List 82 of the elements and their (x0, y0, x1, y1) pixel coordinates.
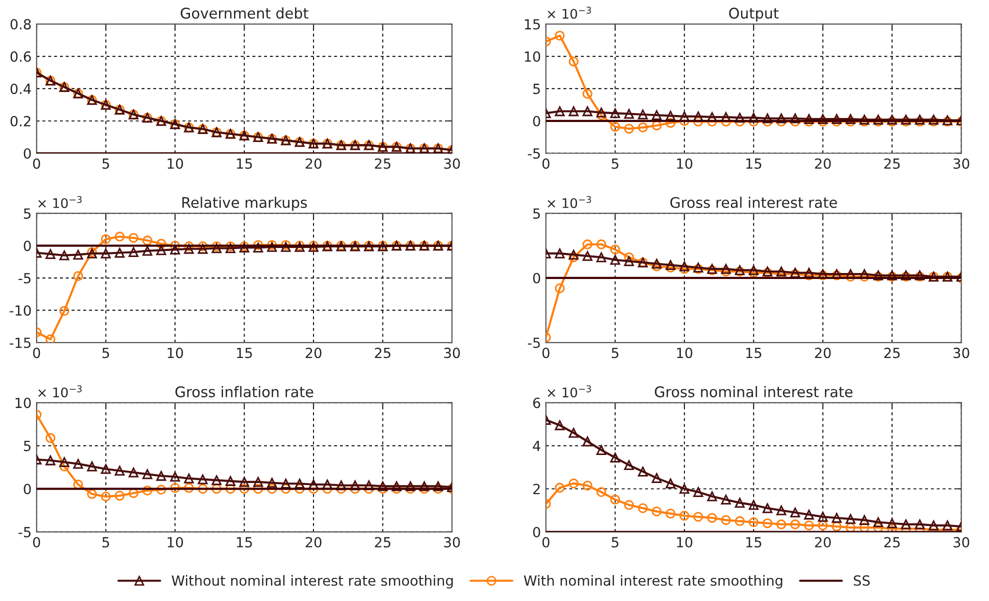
x-tick-label: 20 (815, 348, 831, 358)
x-tick-label: 25 (884, 536, 900, 548)
x-tick-label: 10 (677, 348, 692, 358)
y-tick-label: 10 (524, 51, 540, 62)
x-tick-label: 25 (374, 158, 390, 169)
x-tick-label: 15 (236, 348, 252, 358)
chart-title: Output (729, 8, 779, 22)
x-tick-label: 15 (746, 158, 762, 169)
legend-label: Without nominal interest rate smoothing (172, 575, 453, 588)
y-tick-label: 5 (533, 208, 540, 219)
x-tick-label: 30 (444, 536, 460, 548)
x-tick-label: 30 (954, 348, 970, 358)
y-tick-label: 0.4 (10, 84, 31, 94)
chart-title: Gross inflation rate (175, 386, 314, 398)
x-tick-label: 10 (677, 158, 692, 169)
y-tick-label: -5 (18, 273, 31, 284)
x-tick-label: 15 (746, 537, 762, 548)
x-tick-label: 0 (33, 158, 40, 169)
y-tick-label: 0.2 (10, 116, 30, 126)
x-tick-label: 10 (168, 158, 183, 169)
x-tick-label: 30 (954, 536, 970, 548)
y-tick-label: -5 (18, 527, 31, 538)
y-tick-label: 4 (532, 440, 540, 452)
x-tick-label: 25 (884, 348, 900, 358)
x-tick-label: 30 (444, 348, 460, 358)
y-tick-label: 10 (16, 398, 31, 408)
y-tick-label: 5 (533, 84, 540, 94)
y-tick-label: -5 (528, 148, 540, 159)
x-tick-label: 5 (102, 537, 110, 548)
y-tick-label: 0 (24, 240, 31, 252)
y-tick-label: 0 (533, 116, 540, 126)
chart-title: Gross nominal interest rate (654, 386, 852, 398)
chart-title: Government debt (180, 7, 308, 19)
text: × 10$^{−3}$ (548, 385, 591, 398)
x-tick-label: 5 (612, 158, 618, 169)
x-tick-label: 25 (884, 158, 900, 169)
chart-title: Relative markups (182, 196, 307, 211)
x-tick-label: 0 (33, 348, 40, 358)
x-tick-label: 20 (815, 536, 831, 548)
y-tick-label: 5 (24, 440, 31, 452)
text: × 10$^{−3}$ (38, 385, 82, 398)
x-tick-label: 0 (542, 348, 550, 358)
x-tick-label: 0 (542, 536, 550, 548)
chart-title: Gross real interest rate (670, 196, 837, 208)
x-tick-label: 30 (444, 158, 460, 169)
x-tick-label: 30 (954, 158, 970, 169)
x-tick-label: 5 (102, 348, 110, 358)
x-tick-label: 0 (542, 158, 550, 169)
y-tick-label: 0 (533, 272, 540, 284)
x-tick-label: 25 (374, 536, 390, 548)
x-tick-label: 5 (612, 348, 618, 358)
x-tick-label: 20 (306, 348, 322, 358)
y-tick-label: 5 (24, 208, 31, 219)
y-tick-label: 0 (533, 526, 540, 538)
y-tick-label: 2 (533, 484, 540, 494)
x-tick-label: 20 (306, 536, 322, 548)
y-tick-label: 0.6 (10, 51, 31, 62)
x-tick-label: 10 (168, 536, 183, 548)
y-tick-label: -15 (10, 338, 31, 348)
y-tick-label: 6 (533, 398, 540, 408)
text: × 10$^{−3}$ (548, 6, 591, 19)
text: × 10$^{−3}$ (38, 196, 82, 208)
x-tick-label: 15 (236, 537, 252, 548)
y-tick-label: 0 (24, 484, 31, 494)
y-tick-label: -5 (528, 338, 540, 348)
x-tick-label: 20 (815, 158, 831, 169)
x-tick-label: 10 (168, 348, 183, 358)
x-tick-label: 5 (102, 158, 110, 169)
x-tick-label: 15 (236, 158, 252, 169)
legend-label: SS (854, 575, 870, 586)
x-tick-label: 25 (374, 348, 390, 358)
x-tick-label: 5 (612, 537, 618, 548)
legend-label: With nominal interest rate smoothing (524, 575, 782, 588)
x-tick-label: 10 (677, 536, 692, 548)
x-tick-label: 15 (746, 348, 762, 358)
x-tick-label: 20 (306, 158, 322, 169)
y-tick-label: 0.8 (10, 19, 31, 30)
y-tick-label: -10 (10, 305, 31, 316)
x-tick-label: 0 (33, 536, 40, 548)
y-tick-label: 0 (24, 148, 31, 159)
y-tick-label: 15 (524, 19, 540, 30)
text: × 10$^{−3}$ (548, 196, 591, 208)
